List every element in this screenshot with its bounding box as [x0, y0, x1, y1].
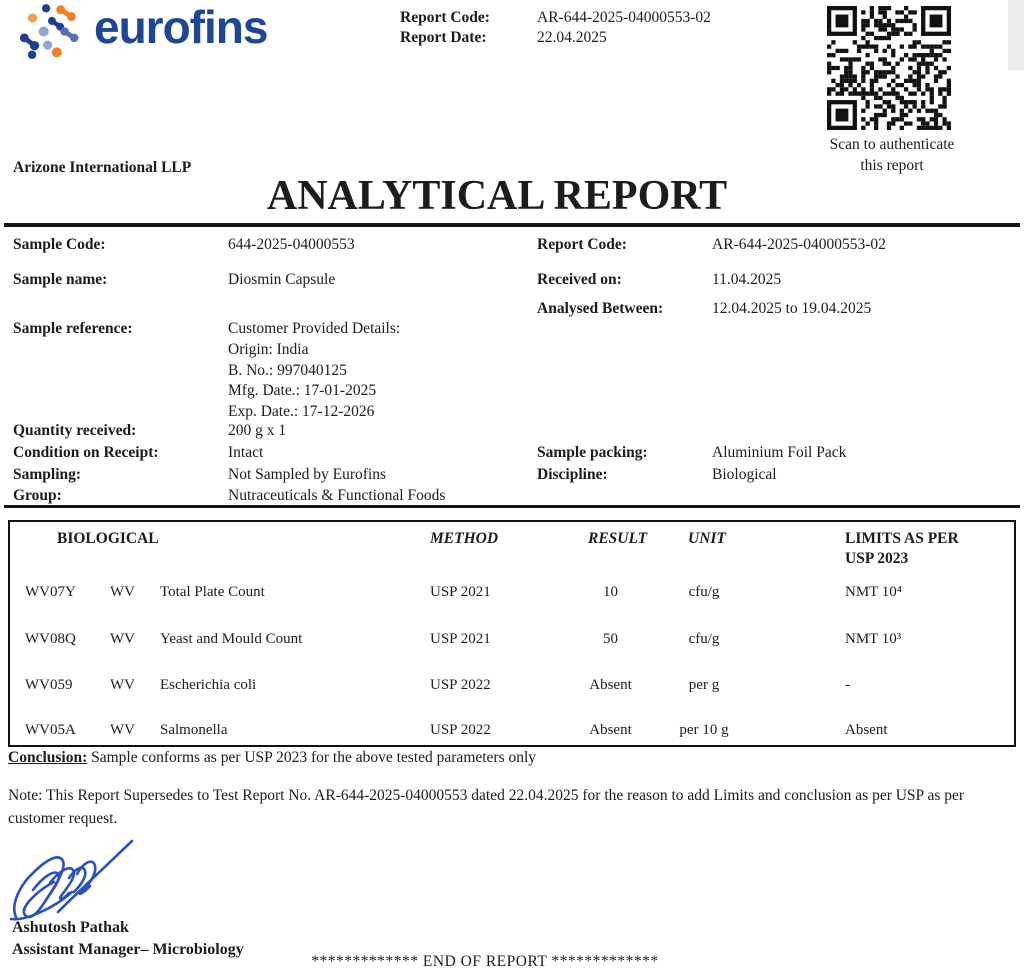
col-header-method: METHOD	[430, 530, 499, 547]
row-limit: -	[845, 677, 850, 693]
group-label: Group:	[13, 487, 62, 504]
row-test: Salmonella	[160, 722, 228, 738]
quantity-received-value: 200 g x 1	[228, 422, 287, 439]
group-value: Nutraceuticals & Functional Foods	[228, 487, 446, 504]
row-unit: cfu/g	[688, 584, 720, 600]
row-unit: cfu/g	[688, 631, 720, 647]
eurofins-dots-icon	[19, 4, 79, 60]
discipline-label: Discipline:	[537, 466, 608, 483]
divider-middle	[4, 505, 1020, 508]
sample-name-value: Diosmin Capsule	[228, 271, 336, 288]
results-table: BIOLOGICAL METHOD RESULT UNIT LIMITS AS …	[8, 520, 1016, 747]
row-method: USP 2022	[430, 722, 491, 738]
conclusion-label: Conclusion:	[8, 749, 88, 766]
sampling-label: Sampling:	[13, 466, 82, 483]
col-header-limits-1: LIMITS AS PER	[845, 530, 959, 547]
condition-label: Condition on Receipt:	[13, 444, 159, 461]
row-limit: NMT 10⁴	[845, 584, 903, 600]
sample-reference-label: Sample reference:	[13, 320, 133, 337]
scan-edge-artifact	[1008, 0, 1024, 70]
sample-reference-line: Mfg. Date.: 17-01-2025	[228, 382, 377, 399]
report-code2-label: Report Code:	[537, 236, 627, 253]
sampling-value: Not Sampled by Eurofins	[228, 466, 386, 483]
row-lab: WV	[110, 631, 135, 647]
col-header-unit: UNIT	[688, 530, 726, 547]
received-on-label: Received on:	[537, 271, 622, 288]
row-result: Absent	[589, 722, 632, 738]
row-lab: WV	[110, 677, 135, 693]
analysed-between-value: 12.04.2025 to 19.04.2025	[712, 300, 872, 317]
sample-name-label: Sample name:	[13, 271, 108, 288]
row-method: USP 2021	[430, 584, 491, 600]
row-code: WV07Y	[25, 584, 76, 600]
analysed-between-label: Analysed Between:	[537, 300, 664, 317]
report-code2-value: AR-644-2025-04000553-02	[712, 236, 886, 253]
report-code-label: Report Code:	[400, 9, 490, 26]
col-header-result: RESULT	[588, 530, 648, 547]
sample-reference-line: B. No.: 997040125	[228, 362, 347, 379]
conclusion-line: Conclusion: Sample conforms as per USP 2…	[8, 749, 536, 767]
col-header-biological: BIOLOGICAL	[57, 530, 159, 547]
row-code: WV059	[25, 677, 73, 693]
eurofins-logo: eurofins	[12, 1, 268, 64]
quantity-received-label: Quantity received:	[13, 422, 137, 439]
signatory-name: Ashutosh Pathak	[12, 919, 129, 936]
logo-wordmark: eurofins	[94, 1, 268, 53]
company-name: Arizone International LLP	[13, 159, 192, 176]
sample-reference-line: Exp. Date.: 17-12-2026	[228, 403, 375, 420]
row-method: USP 2022	[430, 677, 491, 693]
row-lab: WV	[110, 584, 135, 600]
report-code-value: AR-644-2025-04000553-02	[537, 9, 711, 26]
sample-reference-line: Customer Provided Details:	[228, 320, 401, 337]
row-result: 10	[603, 584, 618, 600]
page-title: ANALYTICAL REPORT	[266, 173, 728, 219]
received-on-value: 11.04.2025	[712, 271, 782, 288]
col-header-limits-2: USP 2023	[845, 550, 909, 567]
discipline-value: Biological	[712, 466, 777, 483]
qr-caption-line2: this report	[860, 157, 924, 174]
qr-caption-line1: Scan to authenticate	[829, 136, 955, 153]
sample-reference-line: Origin: India	[228, 341, 309, 358]
row-test: Escherichia coli	[160, 677, 257, 693]
conclusion-text: Sample conforms as per USP 2023 for the …	[87, 749, 537, 766]
end-of-report: ************* END OF REPORT ************…	[311, 953, 659, 970]
qr-caption: Scan to authenticate this report	[806, 134, 978, 176]
signatory-title: Assistant Manager– Microbiology	[12, 941, 244, 958]
row-unit: per 10 g	[679, 722, 729, 738]
divider-top	[4, 223, 1020, 227]
report-date-value: 22.04.2025	[537, 29, 607, 46]
report-date-label: Report Date:	[400, 29, 487, 46]
row-limit: Absent	[845, 722, 888, 738]
row-unit: per g	[688, 677, 720, 693]
row-code: WV05A	[25, 722, 76, 738]
row-code: WV08Q	[25, 631, 76, 647]
row-lab: WV	[110, 722, 135, 738]
sample-code-value: 644-2025-04000553	[228, 236, 355, 253]
row-test: Total Plate Count	[160, 584, 265, 600]
sample-packing-label: Sample packing:	[537, 444, 648, 461]
row-method: USP 2021	[430, 631, 491, 647]
qr-code	[827, 6, 951, 130]
note-text: Note: This Report Supersedes to Test Rep…	[8, 787, 965, 827]
row-test: Yeast and Mould Count	[160, 631, 303, 647]
sample-code-label: Sample Code:	[13, 236, 106, 253]
sample-packing-value: Aluminium Foil Pack	[712, 444, 847, 461]
signature-icon	[9, 839, 134, 921]
row-result: 50	[603, 631, 618, 647]
row-limit: NMT 10³	[845, 631, 902, 647]
row-result: Absent	[589, 677, 632, 693]
condition-value: Intact	[228, 444, 264, 461]
